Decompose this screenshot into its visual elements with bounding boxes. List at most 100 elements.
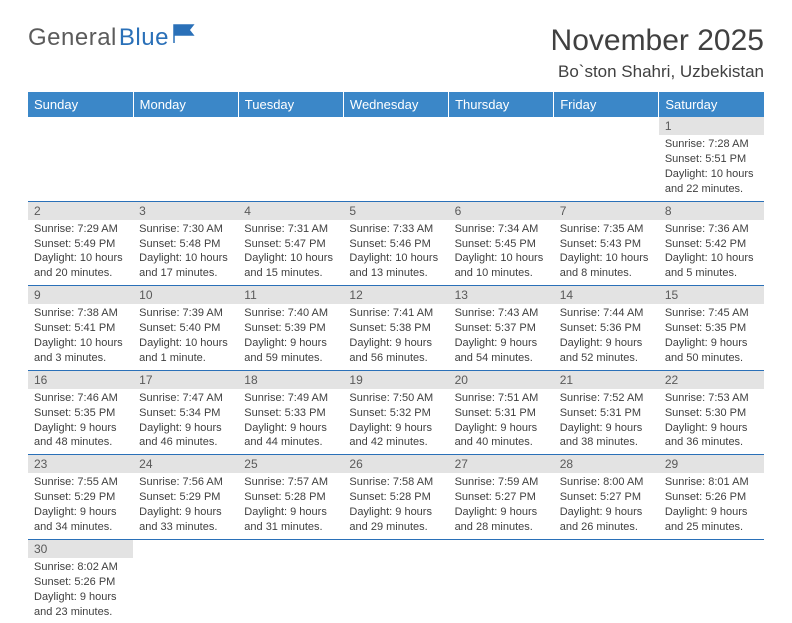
weekday-header: Wednesday <box>343 92 448 117</box>
day-number: 21 <box>554 371 659 389</box>
sunset-text: Sunset: 5:37 PM <box>455 321 548 336</box>
daylight-text: Daylight: 10 hours <box>139 251 232 266</box>
day-number: 22 <box>659 371 764 389</box>
sunrise-text: Sunrise: 7:52 AM <box>560 391 653 406</box>
day-number: 26 <box>343 455 448 473</box>
calendar-day-cell: 11Sunrise: 7:40 AMSunset: 5:39 PMDayligh… <box>238 286 343 371</box>
daylight-text: and 48 minutes. <box>34 435 127 450</box>
sunrise-text: Sunrise: 7:40 AM <box>244 306 337 321</box>
daylight-text: Daylight: 9 hours <box>560 421 653 436</box>
calendar-day-cell: 25Sunrise: 7:57 AMSunset: 5:28 PMDayligh… <box>238 455 343 540</box>
calendar-day-cell: 30Sunrise: 8:02 AMSunset: 5:26 PMDayligh… <box>28 539 133 623</box>
day-details: Sunrise: 7:40 AMSunset: 5:39 PMDaylight:… <box>238 304 343 369</box>
sunset-text: Sunset: 5:28 PM <box>244 490 337 505</box>
daylight-text: Daylight: 9 hours <box>560 336 653 351</box>
daylight-text: Daylight: 9 hours <box>560 505 653 520</box>
daylight-text: and 59 minutes. <box>244 351 337 366</box>
day-details: Sunrise: 7:45 AMSunset: 5:35 PMDaylight:… <box>659 304 764 369</box>
daylight-text: and 40 minutes. <box>455 435 548 450</box>
calendar-day-cell: 5Sunrise: 7:33 AMSunset: 5:46 PMDaylight… <box>343 201 448 286</box>
sunrise-text: Sunrise: 7:36 AM <box>665 222 758 237</box>
daylight-text: Daylight: 9 hours <box>34 505 127 520</box>
day-number: 6 <box>449 202 554 220</box>
daylight-text: Daylight: 9 hours <box>244 336 337 351</box>
daylight-text: and 50 minutes. <box>665 351 758 366</box>
daylight-text: and 34 minutes. <box>34 520 127 535</box>
sunrise-text: Sunrise: 7:33 AM <box>349 222 442 237</box>
month-title: November 2025 <box>551 24 764 58</box>
day-details: Sunrise: 8:02 AMSunset: 5:26 PMDaylight:… <box>28 558 133 623</box>
calendar-day-cell: 15Sunrise: 7:45 AMSunset: 5:35 PMDayligh… <box>659 286 764 371</box>
sunset-text: Sunset: 5:27 PM <box>455 490 548 505</box>
brand-logo: GeneralBlue <box>28 24 199 52</box>
sunset-text: Sunset: 5:38 PM <box>349 321 442 336</box>
daylight-text: Daylight: 9 hours <box>455 336 548 351</box>
daylight-text: Daylight: 9 hours <box>455 421 548 436</box>
calendar-day-cell: 28Sunrise: 8:00 AMSunset: 5:27 PMDayligh… <box>554 455 659 540</box>
calendar-day-cell <box>238 539 343 623</box>
day-number: 5 <box>343 202 448 220</box>
weekday-header: Tuesday <box>238 92 343 117</box>
daylight-text: and 22 minutes. <box>665 182 758 197</box>
calendar-day-cell: 16Sunrise: 7:46 AMSunset: 5:35 PMDayligh… <box>28 370 133 455</box>
day-number: 10 <box>133 286 238 304</box>
day-details: Sunrise: 8:01 AMSunset: 5:26 PMDaylight:… <box>659 473 764 538</box>
sunrise-text: Sunrise: 7:41 AM <box>349 306 442 321</box>
sunset-text: Sunset: 5:28 PM <box>349 490 442 505</box>
daylight-text: and 1 minute. <box>139 351 232 366</box>
daylight-text: and 56 minutes. <box>349 351 442 366</box>
calendar-day-cell: 26Sunrise: 7:58 AMSunset: 5:28 PMDayligh… <box>343 455 448 540</box>
calendar-day-cell: 10Sunrise: 7:39 AMSunset: 5:40 PMDayligh… <box>133 286 238 371</box>
weekday-header: Saturday <box>659 92 764 117</box>
day-details: Sunrise: 7:56 AMSunset: 5:29 PMDaylight:… <box>133 473 238 538</box>
sunrise-text: Sunrise: 7:57 AM <box>244 475 337 490</box>
sunrise-text: Sunrise: 7:49 AM <box>244 391 337 406</box>
weekday-header: Sunday <box>28 92 133 117</box>
calendar-week-row: 16Sunrise: 7:46 AMSunset: 5:35 PMDayligh… <box>28 370 764 455</box>
title-block: November 2025 Bo`ston Shahri, Uzbekistan <box>551 24 764 82</box>
day-number: 14 <box>554 286 659 304</box>
sunset-text: Sunset: 5:32 PM <box>349 406 442 421</box>
calendar-body: 1Sunrise: 7:28 AMSunset: 5:51 PMDaylight… <box>28 117 764 623</box>
day-details: Sunrise: 7:39 AMSunset: 5:40 PMDaylight:… <box>133 304 238 369</box>
sunset-text: Sunset: 5:31 PM <box>560 406 653 421</box>
daylight-text: Daylight: 9 hours <box>34 421 127 436</box>
calendar-day-cell: 18Sunrise: 7:49 AMSunset: 5:33 PMDayligh… <box>238 370 343 455</box>
sunrise-text: Sunrise: 7:38 AM <box>34 306 127 321</box>
calendar-day-cell <box>449 539 554 623</box>
daylight-text: Daylight: 10 hours <box>34 251 127 266</box>
sunset-text: Sunset: 5:30 PM <box>665 406 758 421</box>
daylight-text: Daylight: 9 hours <box>349 505 442 520</box>
location-text: Bo`ston Shahri, Uzbekistan <box>551 62 764 82</box>
calendar-day-cell: 7Sunrise: 7:35 AMSunset: 5:43 PMDaylight… <box>554 201 659 286</box>
sunrise-text: Sunrise: 7:51 AM <box>455 391 548 406</box>
sunrise-text: Sunrise: 7:47 AM <box>139 391 232 406</box>
sunset-text: Sunset: 5:51 PM <box>665 152 758 167</box>
page-header: GeneralBlue November 2025 Bo`ston Shahri… <box>28 24 764 82</box>
calendar-day-cell: 29Sunrise: 8:01 AMSunset: 5:26 PMDayligh… <box>659 455 764 540</box>
daylight-text: Daylight: 9 hours <box>349 421 442 436</box>
daylight-text: and 44 minutes. <box>244 435 337 450</box>
sunrise-text: Sunrise: 7:50 AM <box>349 391 442 406</box>
calendar-day-cell: 3Sunrise: 7:30 AMSunset: 5:48 PMDaylight… <box>133 201 238 286</box>
daylight-text: Daylight: 9 hours <box>244 505 337 520</box>
day-number: 20 <box>449 371 554 389</box>
sunset-text: Sunset: 5:46 PM <box>349 237 442 252</box>
calendar-day-cell: 12Sunrise: 7:41 AMSunset: 5:38 PMDayligh… <box>343 286 448 371</box>
calendar-day-cell: 1Sunrise: 7:28 AMSunset: 5:51 PMDaylight… <box>659 117 764 201</box>
day-number: 1 <box>659 117 764 135</box>
brand-part2: Blue <box>119 24 169 52</box>
daylight-text: Daylight: 10 hours <box>139 336 232 351</box>
calendar-day-cell <box>554 539 659 623</box>
calendar-day-cell: 14Sunrise: 7:44 AMSunset: 5:36 PMDayligh… <box>554 286 659 371</box>
day-details: Sunrise: 7:51 AMSunset: 5:31 PMDaylight:… <box>449 389 554 454</box>
daylight-text: Daylight: 10 hours <box>244 251 337 266</box>
sunrise-text: Sunrise: 7:43 AM <box>455 306 548 321</box>
sunset-text: Sunset: 5:35 PM <box>665 321 758 336</box>
day-details: Sunrise: 7:46 AMSunset: 5:35 PMDaylight:… <box>28 389 133 454</box>
day-number: 17 <box>133 371 238 389</box>
sunset-text: Sunset: 5:41 PM <box>34 321 127 336</box>
sunset-text: Sunset: 5:40 PM <box>139 321 232 336</box>
daylight-text: and 33 minutes. <box>139 520 232 535</box>
sunrise-text: Sunrise: 7:34 AM <box>455 222 548 237</box>
